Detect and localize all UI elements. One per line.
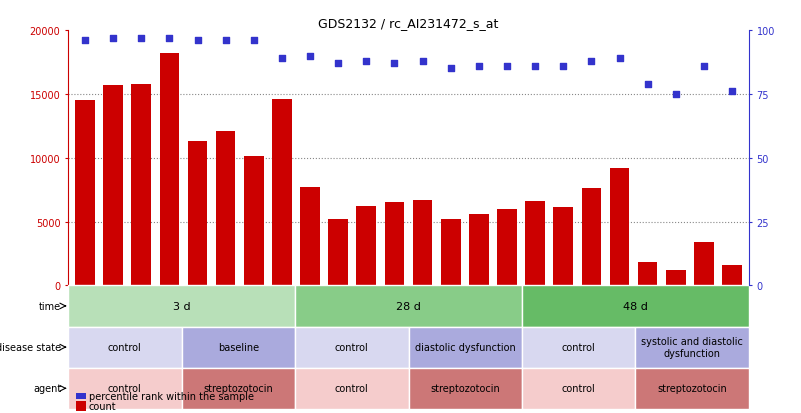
Bar <box>610 169 630 286</box>
Point <box>78 38 91 45</box>
Bar <box>295 286 522 327</box>
Text: control: control <box>562 383 596 393</box>
Bar <box>723 265 742 286</box>
Point <box>332 61 344 67</box>
Bar <box>666 271 686 286</box>
Text: streptozotocin: streptozotocin <box>203 383 273 393</box>
Point <box>445 66 457 72</box>
Text: 28 d: 28 d <box>396 301 421 311</box>
Bar <box>295 327 409 368</box>
Bar <box>215 132 235 286</box>
Bar <box>68 368 182 409</box>
Bar <box>103 86 123 286</box>
Point <box>642 81 654 88</box>
Bar <box>68 327 182 368</box>
Point <box>107 35 119 42</box>
Point <box>219 38 232 45</box>
Point <box>613 56 626 62</box>
Bar <box>441 219 461 286</box>
Point <box>248 38 260 45</box>
Text: baseline: baseline <box>218 342 259 352</box>
Bar <box>413 200 433 286</box>
Text: agent: agent <box>33 383 62 393</box>
Bar <box>187 142 207 286</box>
Bar <box>409 327 522 368</box>
Text: control: control <box>108 383 142 393</box>
Bar <box>68 286 295 327</box>
Text: control: control <box>108 342 142 352</box>
Text: count: count <box>89 401 116 411</box>
Text: percentile rank within the sample: percentile rank within the sample <box>89 391 254 401</box>
Bar <box>525 202 545 286</box>
Point <box>417 58 429 65</box>
Text: control: control <box>562 342 596 352</box>
Point <box>698 63 710 70</box>
Point <box>501 63 513 70</box>
Point <box>726 89 739 95</box>
Text: control: control <box>335 383 368 393</box>
Point <box>473 63 485 70</box>
Bar <box>384 203 405 286</box>
Bar <box>295 368 409 409</box>
Bar <box>356 206 376 286</box>
Bar <box>694 242 714 286</box>
Point <box>529 63 541 70</box>
Text: time: time <box>39 301 62 311</box>
Title: GDS2132 / rc_AI231472_s_at: GDS2132 / rc_AI231472_s_at <box>318 17 499 30</box>
Point <box>163 35 175 42</box>
Bar <box>272 100 292 286</box>
Bar <box>182 368 295 409</box>
Bar <box>469 214 489 286</box>
Text: systolic and diastolic
dysfunction: systolic and diastolic dysfunction <box>642 337 743 358</box>
Text: streptozotocin: streptozotocin <box>430 383 500 393</box>
Bar <box>75 101 95 286</box>
Point <box>585 58 598 65</box>
Bar <box>300 188 320 286</box>
Bar <box>553 208 573 286</box>
Text: streptozotocin: streptozotocin <box>658 383 727 393</box>
Bar <box>582 189 602 286</box>
Bar <box>409 368 522 409</box>
Bar <box>522 368 635 409</box>
Point <box>360 58 372 65</box>
Bar <box>131 84 151 286</box>
Point <box>304 53 316 60</box>
Bar <box>635 327 749 368</box>
Bar <box>244 157 264 286</box>
Point <box>276 56 288 62</box>
Point <box>191 38 204 45</box>
Bar <box>522 286 749 327</box>
Bar <box>635 368 749 409</box>
Point <box>388 61 400 67</box>
Bar <box>328 219 348 286</box>
Bar <box>638 263 658 286</box>
Text: disease state: disease state <box>0 342 62 352</box>
Point <box>135 35 147 42</box>
Bar <box>522 327 635 368</box>
Bar <box>497 209 517 286</box>
Point <box>670 91 682 98</box>
Point <box>557 63 570 70</box>
Text: 48 d: 48 d <box>623 301 648 311</box>
Bar <box>159 54 179 286</box>
Bar <box>182 327 295 368</box>
Text: 3 d: 3 d <box>173 301 191 311</box>
Text: diastolic dysfunction: diastolic dysfunction <box>415 342 516 352</box>
Text: control: control <box>335 342 368 352</box>
